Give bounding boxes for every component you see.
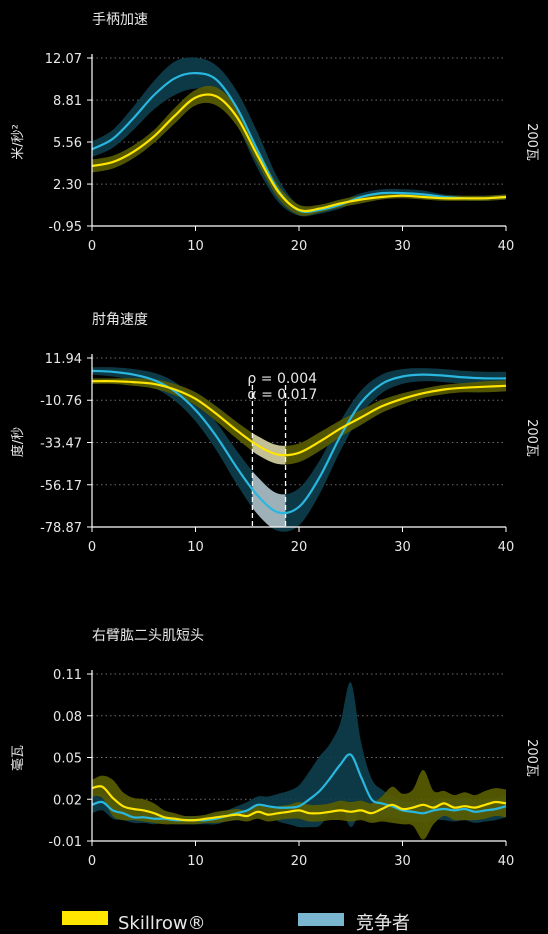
x-tick-label: 30 bbox=[394, 854, 411, 869]
y-tick-label: 0.02 bbox=[53, 793, 82, 808]
y-tick-label: -78.87 bbox=[40, 521, 82, 536]
y-tick-label: 8.81 bbox=[53, 94, 82, 109]
y-tick-label: -0.95 bbox=[48, 220, 82, 235]
x-tick-label: 0 bbox=[88, 540, 96, 555]
x-tick-label: 0 bbox=[88, 854, 96, 869]
y-tick-label: 0.08 bbox=[53, 710, 82, 725]
y-axis-label: 度/秒 bbox=[10, 427, 26, 457]
x-tick-label: 10 bbox=[187, 540, 204, 555]
x-tick-label: 10 bbox=[187, 239, 204, 254]
x-tick-label: 30 bbox=[394, 540, 411, 555]
y-tick-label: 11.94 bbox=[45, 352, 82, 367]
skillrow-line bbox=[92, 94, 506, 211]
y-tick-label: -33.47 bbox=[40, 437, 82, 452]
power-side-label: 200瓦 bbox=[524, 123, 539, 161]
x-tick-label: 40 bbox=[498, 854, 515, 869]
y-tick-label: -0.01 bbox=[48, 835, 82, 850]
legend-competitor-swatch bbox=[298, 913, 344, 926]
x-tick-label: 0 bbox=[88, 239, 96, 254]
x-tick-label: 40 bbox=[498, 540, 515, 555]
y-tick-label: -10.76 bbox=[40, 394, 82, 409]
chart-title: 右臂肱二头肌短头 bbox=[92, 628, 204, 644]
y-tick-label: 0.05 bbox=[53, 752, 82, 767]
annotation-stat: α = 0.017 bbox=[247, 387, 317, 403]
x-tick-label: 20 bbox=[291, 239, 308, 254]
y-axis-label: 毫瓦 bbox=[10, 745, 26, 771]
chart-title: 手柄加速 bbox=[92, 12, 148, 28]
x-tick-label: 20 bbox=[291, 540, 308, 555]
x-tick-label: 20 bbox=[291, 854, 308, 869]
y-tick-label: 5.56 bbox=[53, 136, 82, 151]
annotation-stat: ρ = 0.004 bbox=[247, 371, 317, 387]
legend: Skillrow® 竞争者 bbox=[62, 911, 410, 934]
chart-title: 肘角速度 bbox=[92, 312, 148, 328]
x-tick-label: 30 bbox=[394, 239, 411, 254]
power-side-label: 200瓦 bbox=[524, 739, 539, 777]
legend-skillrow-swatch bbox=[62, 911, 108, 925]
legend-skillrow-label: Skillrow® bbox=[118, 913, 206, 934]
y-axis-label: 米/秒² bbox=[11, 124, 26, 160]
y-tick-label: 12.07 bbox=[45, 52, 82, 67]
y-tick-label: 2.30 bbox=[53, 178, 82, 193]
y-tick-label: -56.17 bbox=[40, 479, 82, 494]
x-tick-label: 10 bbox=[187, 854, 204, 869]
y-tick-label: 0.11 bbox=[53, 668, 82, 683]
x-tick-label: 40 bbox=[498, 239, 515, 254]
skillrow-band bbox=[92, 770, 506, 840]
power-side-label: 200瓦 bbox=[524, 419, 539, 457]
legend-competitor-label: 竞争者 bbox=[356, 913, 410, 934]
